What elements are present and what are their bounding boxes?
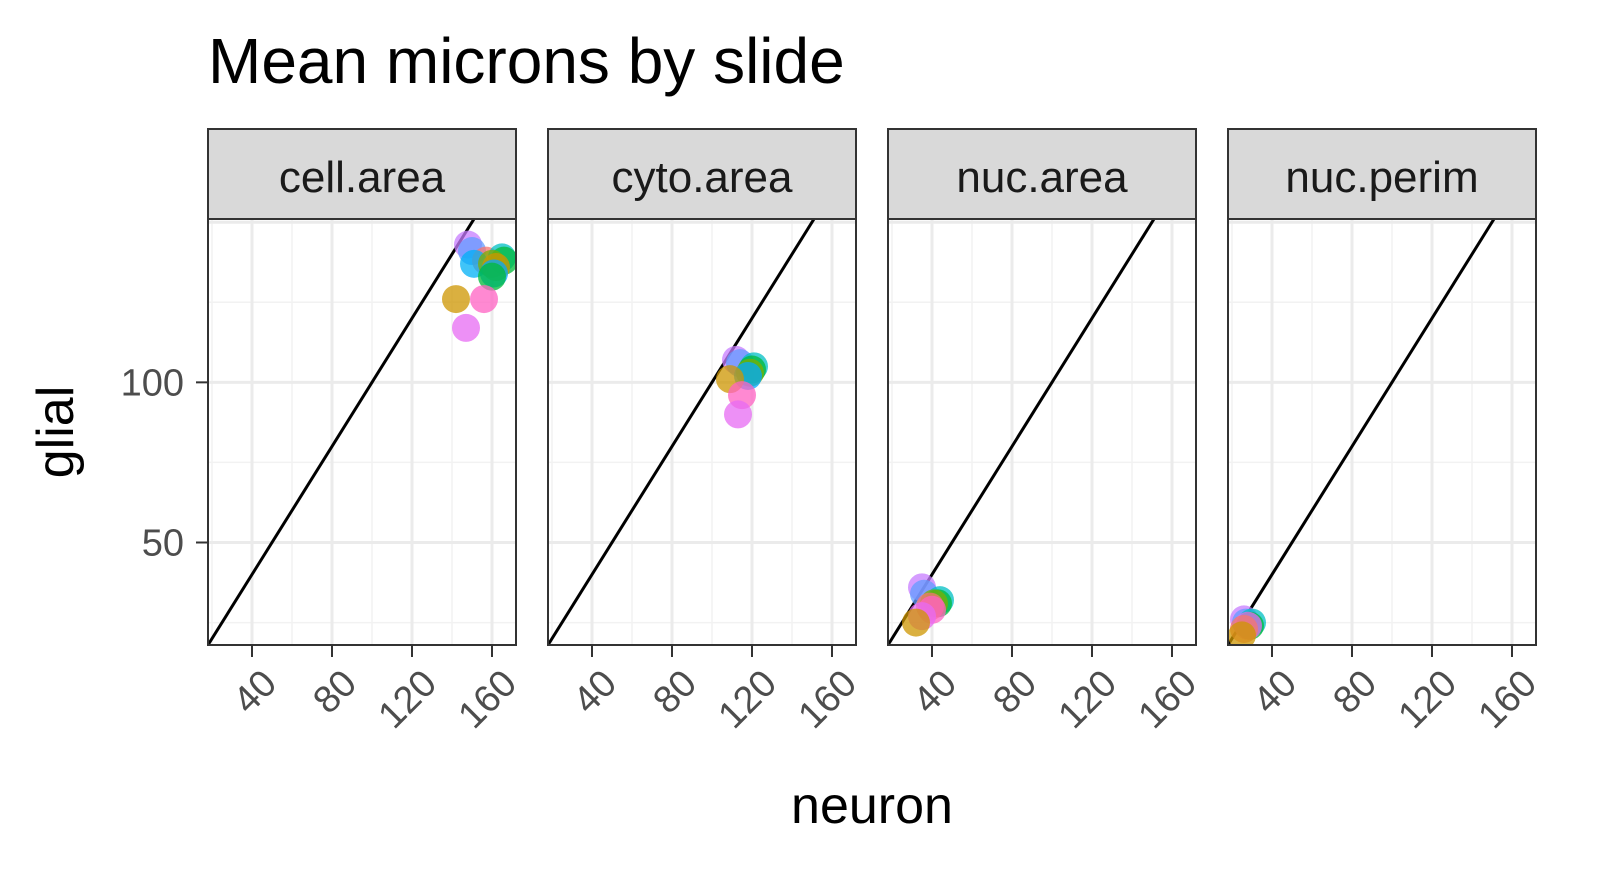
x-tick-label: 80 (985, 662, 1045, 722)
x-tick-label: 160 (1471, 662, 1546, 737)
facet-strip (887, 128, 1197, 220)
y-axis-title: glial (27, 386, 85, 479)
identity-reference-line (548, 219, 816, 645)
facet-strip-label: nuc.perim (1285, 153, 1478, 202)
panel-background (888, 219, 1196, 645)
facet-strip (1227, 128, 1537, 220)
x-tick-label: 40 (905, 662, 965, 722)
x-tick-label: 40 (565, 662, 625, 722)
panel-background (548, 219, 856, 645)
data-point (442, 285, 470, 314)
facet-strip (547, 128, 857, 220)
identity-reference-line (888, 219, 1156, 645)
facet-strip (207, 128, 517, 220)
facet-strip-label: cell.area (279, 153, 446, 202)
y-tick-label: 50 (142, 523, 184, 565)
data-point (724, 400, 752, 429)
x-tick-label: 160 (791, 662, 866, 737)
facet-panel-nuc-perim: nuc.perim 40 80 120 160 (1227, 128, 1546, 737)
data-point (452, 313, 480, 342)
identity-reference-line (1228, 219, 1496, 645)
x-tick-label: 40 (1245, 662, 1305, 722)
x-tick-label: 80 (305, 662, 365, 722)
y-tick-label: 100 (121, 362, 184, 404)
identity-reference-line (208, 219, 476, 645)
facet-panel-cyto-area: cyto.area 40 80 120 160 (547, 128, 866, 737)
data-point (902, 608, 930, 637)
x-tick-label: 120 (1391, 662, 1466, 737)
chart-title: Mean microns by slide (208, 25, 845, 97)
panel-background (208, 219, 516, 645)
x-tick-label: 160 (451, 662, 526, 737)
y-axis: 50 100 (121, 362, 208, 565)
x-tick-label: 80 (645, 662, 705, 722)
x-tick-label: 80 (1325, 662, 1385, 722)
data-point (470, 285, 498, 314)
facet-strip-label: cyto.area (612, 153, 794, 202)
x-tick-label: 160 (1131, 662, 1206, 737)
x-tick-label: 40 (225, 662, 285, 722)
x-tick-label: 120 (1051, 662, 1126, 737)
data-point (478, 262, 506, 291)
panel-background (1228, 219, 1536, 645)
data-point (1228, 621, 1256, 645)
facet-panel-cell-area: cell.area 40 80 120 160 (207, 128, 526, 737)
facet-strip-label: nuc.area (956, 153, 1128, 202)
facet-panel-nuc-area: nuc.area 40 80 120 160 (887, 128, 1206, 737)
x-tick-label: 120 (371, 662, 446, 737)
x-axis-title: neuron (791, 777, 953, 835)
x-tick-label: 120 (711, 662, 786, 737)
